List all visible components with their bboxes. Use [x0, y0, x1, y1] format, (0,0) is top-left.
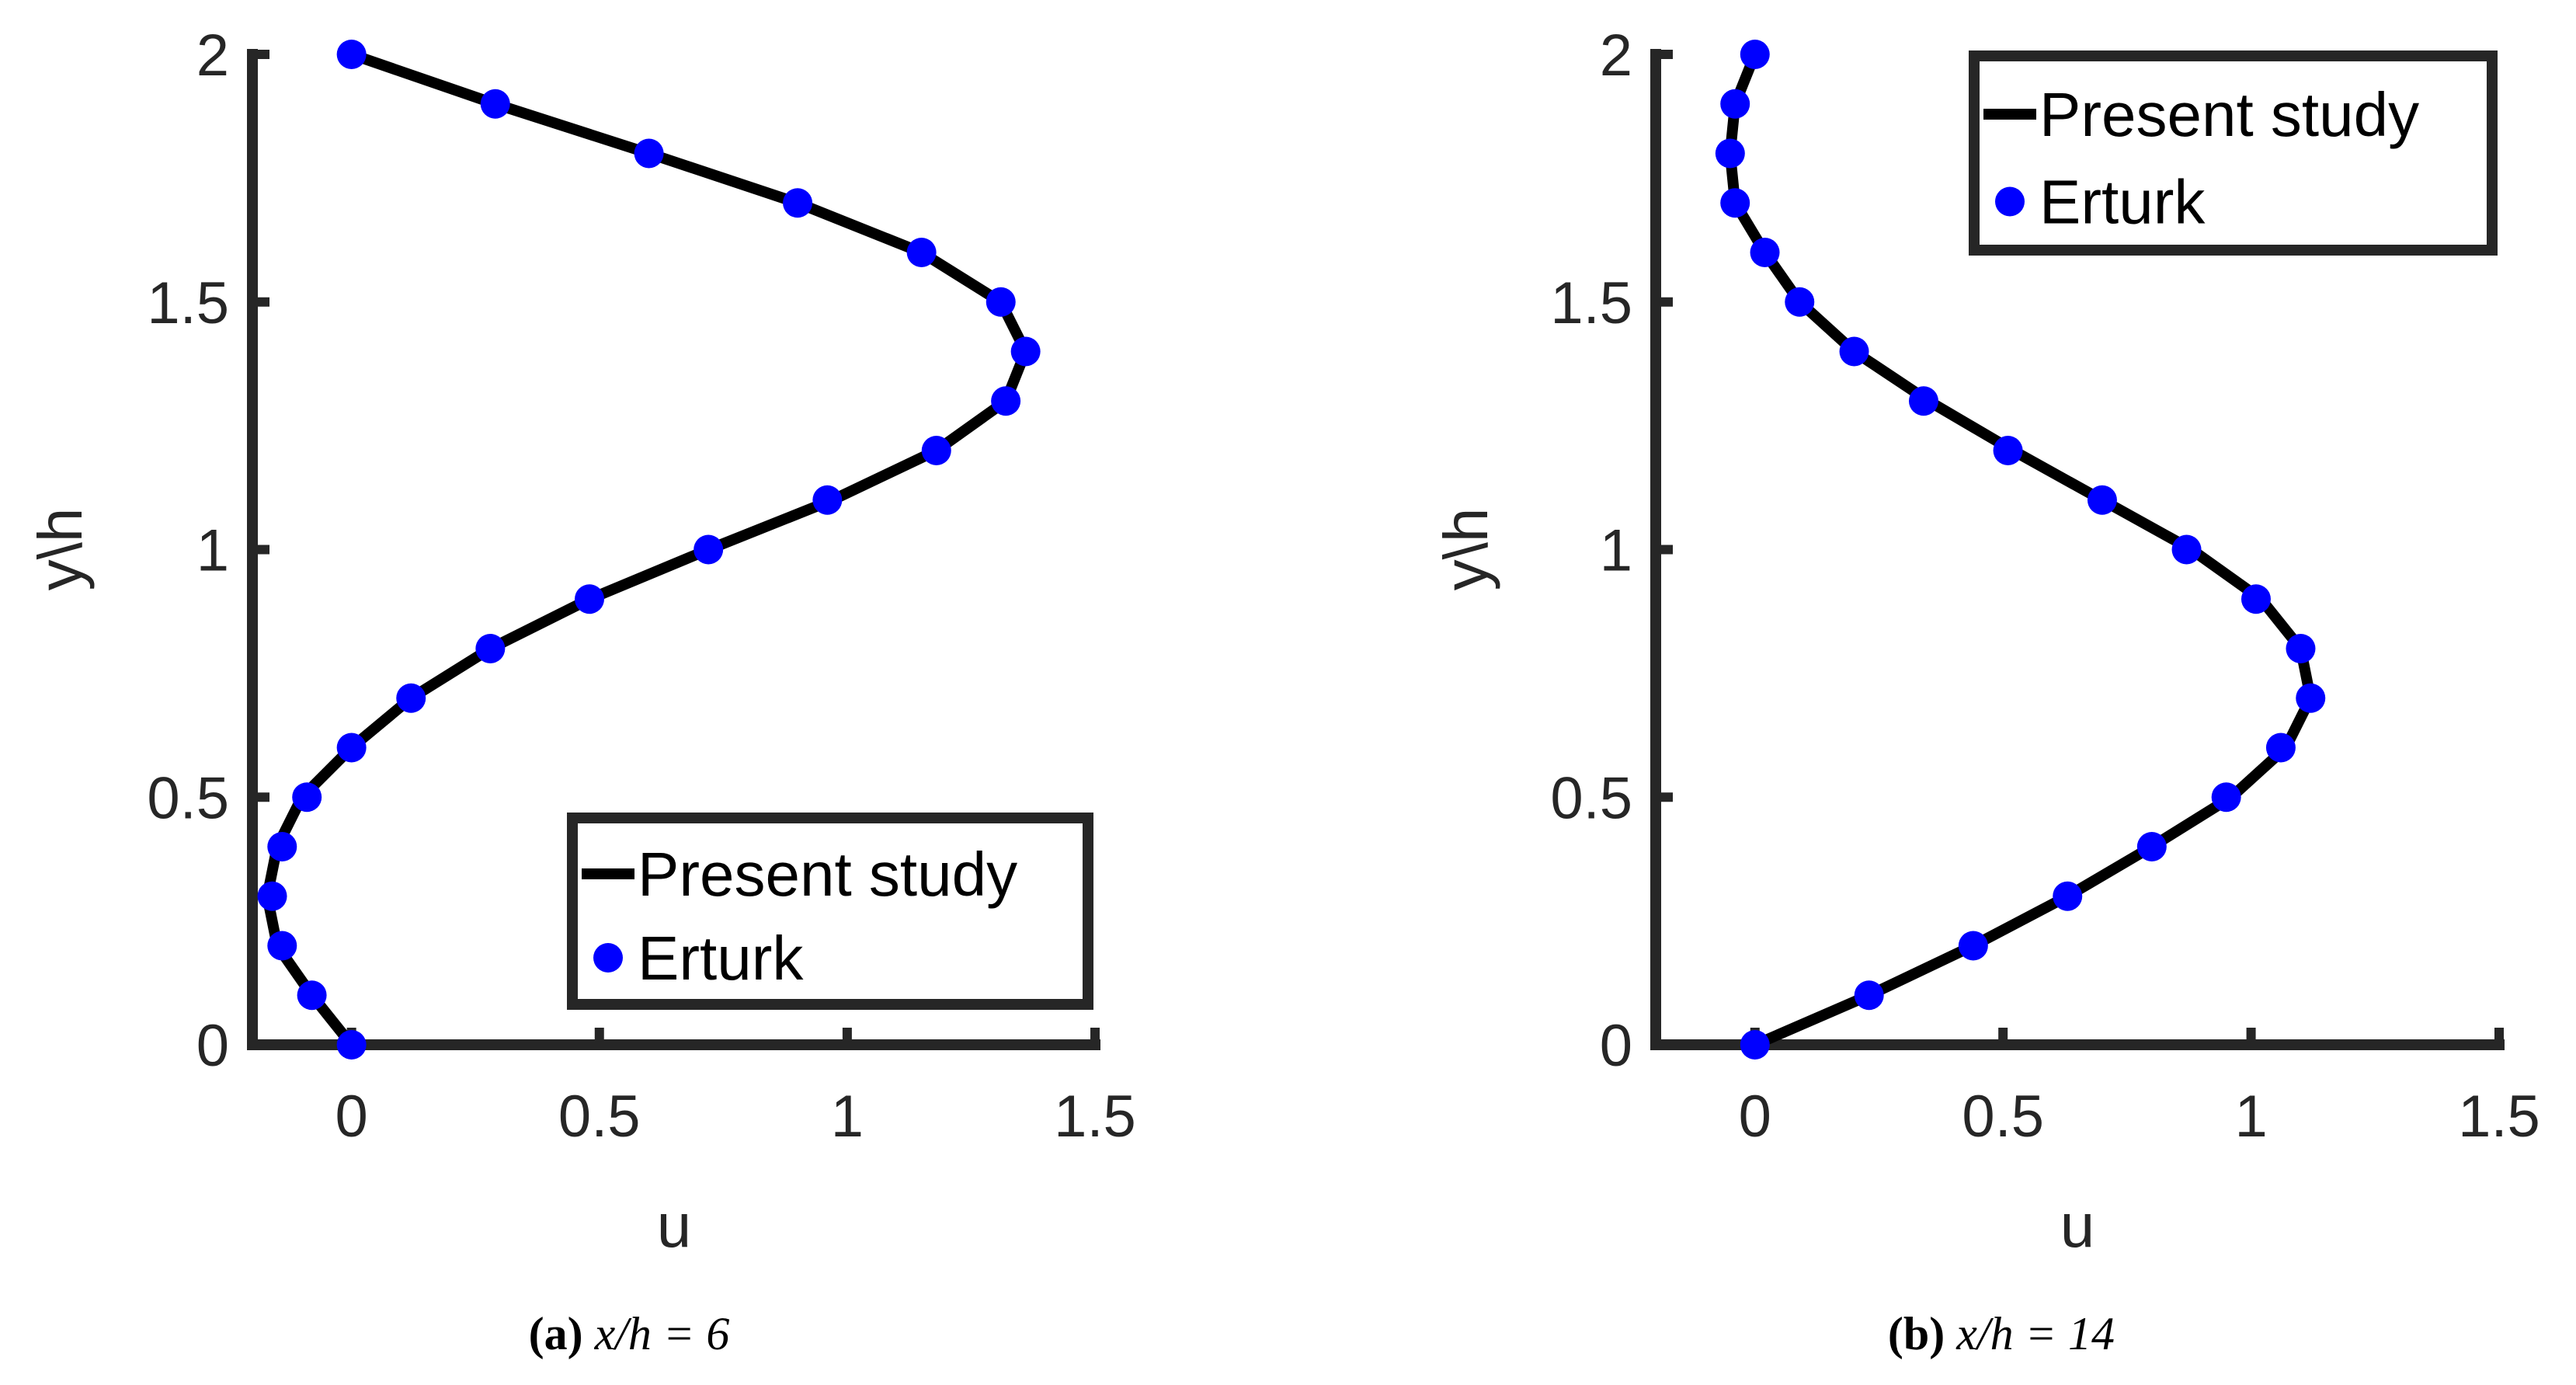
data-point-erturk: [1958, 931, 1988, 961]
data-point-erturk: [2286, 634, 2316, 663]
legend-box: [1969, 50, 2498, 256]
y-tick-label: 2: [196, 23, 229, 89]
x-tick-label: 1.5: [1054, 1084, 1136, 1150]
data-point-erturk: [297, 980, 327, 1011]
data-point-erturk: [257, 881, 287, 911]
y-tick-label: 1: [1600, 518, 1632, 584]
panel-a: 0 0.5 1 1.5 0 0.5 1 1.5 2 u y\h Present study Erturk…: [26, 23, 1136, 1359]
data-point-erturk: [921, 436, 951, 465]
data-point-erturk: [1010, 336, 1041, 367]
data-point-erturk: [2136, 832, 2167, 861]
y-tick-label: 1.5: [147, 270, 229, 336]
y-tick-label: 0: [1600, 1013, 1632, 1079]
data-point-erturk: [986, 287, 1016, 317]
legend-label-erturk: Erturk: [2039, 168, 2206, 237]
legend-label-present-study: Present study: [638, 840, 1017, 909]
data-point-erturk: [694, 534, 724, 565]
data-point-erturk: [1854, 980, 1884, 1011]
data-point-erturk: [634, 138, 664, 169]
data-point-erturk: [1720, 188, 1750, 218]
data-point-erturk: [2296, 683, 2326, 713]
data-point-erturk: [336, 733, 367, 763]
x-tick-label: 1: [831, 1084, 864, 1150]
x-tick-label: 0.5: [558, 1084, 641, 1150]
y-tick-label: 1: [196, 518, 229, 584]
panel-caption: (a) x/h = 6: [529, 1308, 730, 1359]
legend-label-present-study: Present study: [2039, 80, 2419, 149]
data-point-erturk: [1908, 386, 1938, 416]
x-tick-label: 1.5: [2458, 1084, 2540, 1150]
y-tick-label: 0.5: [1550, 765, 1632, 831]
panel-b: 0 0.5 1 1.5 0 0.5 1 1.5 2 u y\h Present study Erturk…: [1431, 23, 2540, 1359]
x-tick-label: 1: [2234, 1084, 2267, 1150]
x-tick-label: 0.5: [1962, 1084, 2044, 1150]
data-point-erturk: [1993, 436, 2023, 465]
data-point-erturk: [906, 238, 937, 267]
legend: Present study Erturk: [1969, 50, 2498, 256]
data-point-erturk: [1750, 238, 1780, 267]
y-tick-label: 1.5: [1550, 270, 1632, 336]
y-axis-label: y\h: [26, 508, 95, 591]
legend: Present study Erturk: [567, 813, 1093, 1010]
data-point-erturk: [480, 89, 510, 119]
data-point-erturk: [2211, 782, 2241, 813]
y-tick-label: 2: [1600, 23, 1632, 89]
data-point-erturk: [267, 931, 297, 961]
legend-label-erturk: Erturk: [638, 924, 804, 993]
data-point-erturk: [2087, 485, 2117, 515]
y-axis-label: y\h: [1431, 508, 1500, 591]
data-point-erturk: [812, 485, 843, 515]
legend-marker-swatch: [593, 943, 623, 973]
data-point-erturk: [2171, 534, 2202, 565]
data-point-erturk: [292, 782, 322, 813]
x-tick-label: 0: [335, 1084, 368, 1150]
data-point-erturk: [1720, 89, 1750, 119]
data-point-erturk: [991, 386, 1021, 416]
data-point-erturk: [1839, 336, 1869, 367]
data-point-erturk: [1740, 1030, 1770, 1060]
data-point-erturk: [1785, 287, 1815, 317]
x-axis-label: u: [2060, 1191, 2095, 1260]
x-axis-label: u: [657, 1191, 692, 1260]
legend-box: [567, 813, 1093, 1010]
data-point-erturk: [575, 584, 604, 614]
data-point-erturk: [1715, 138, 1745, 169]
data-point-erturk: [2241, 584, 2271, 614]
y-tick-label: 0.5: [147, 765, 229, 831]
data-point-erturk: [336, 1030, 367, 1060]
data-point-erturk: [2265, 733, 2296, 763]
data-point-erturk: [1740, 40, 1770, 69]
data-point-erturk: [396, 683, 426, 713]
y-tick-label: 0: [196, 1013, 229, 1079]
legend-marker-swatch: [1995, 186, 2025, 217]
x-tick-label: 0: [1739, 1084, 1771, 1150]
data-point-erturk: [267, 832, 297, 861]
data-point-erturk: [2053, 881, 2083, 911]
data-point-erturk: [336, 40, 367, 69]
data-point-erturk: [783, 188, 813, 218]
data-point-erturk: [475, 634, 506, 663]
panel-caption: (b) x/h = 14: [1888, 1308, 2115, 1359]
